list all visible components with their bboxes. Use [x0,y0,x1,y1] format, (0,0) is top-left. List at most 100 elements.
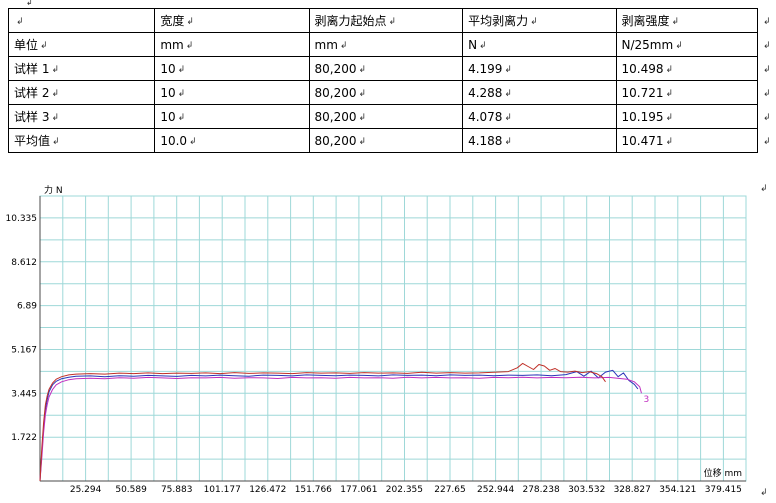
cell-text: 80,200 [314,109,357,124]
data-cell: 10.0 ↲ [154,128,310,153]
column-header: 剥离力起始点 ↲ [308,8,464,33]
y-tick-label: 3.445 [11,389,37,399]
series-end-label: 3 [644,395,650,405]
cell-text: 80,200 [314,133,357,148]
cell-text: 10.498 [621,61,664,76]
cell-text: 10.195 [621,109,664,124]
paragraph-mark-icon: ↲ [358,88,367,99]
data-cell: 4.288 ↲ [462,80,617,105]
paragraph-mark-icon: ↲ [177,64,186,75]
x-tick-label: 25.294 [70,485,102,495]
data-cell: 4.188 ↲ [462,128,617,153]
cell-text: 10.721 [621,85,664,100]
row-label: 试样 2 ↲ [7,80,156,105]
table-row: 试样 3 ↲ 10 ↲ 80,200 ↲ 4.078 ↲ 10.195 ↲ ↲ [7,104,776,129]
cell-text: 试样 3 [14,110,50,124]
row-label: 试样 3 ↲ [7,104,156,129]
table-row: 平均值 ↲ 10.0 ↲ 80,200 ↲ 4.188 ↲ 10.471 ↲ ↲ [7,128,776,153]
data-cell: 80,200 ↲ [308,128,464,153]
paragraph-mark-icon: ↲ [762,136,771,147]
paragraph-mark-icon: ↲ [760,184,768,194]
x-tick-label: 227.65 [434,485,466,495]
cell-text: 试样 1 [14,62,50,76]
data-cell: 10 ↲ [154,80,310,105]
paragraph-mark-icon: ↲ [762,88,771,99]
x-tick-label: 278.238 [522,485,559,495]
x-tick-label: 202.355 [386,485,423,495]
cell-text: 4.078 [468,109,503,124]
y-tick-label: 1.722 [11,433,37,443]
cell-text: 4.199 [468,61,503,76]
cell-text: 试样 2 [14,86,50,100]
paragraph-mark-icon: ↲ [51,65,59,75]
chart-svg: 25.294 50.589 75.883 101.177 126.472 151.766 1… [6,184,747,495]
cell-text: 10 [160,61,176,76]
paragraph-mark-icon: ↲ [665,112,674,123]
paragraph-mark-icon: ↲ [665,64,674,75]
y-tick-label: 8.612 [11,258,37,268]
paragraph-mark-icon: ↲ [504,64,512,75]
series-line-试样3 [39,376,642,482]
plot-border [39,195,747,482]
cell-text: N/25mm [621,37,674,52]
cell-text: 10 [160,109,176,124]
data-cell: 4.199 ↲ [462,56,617,81]
cell-text: N [468,37,478,52]
paragraph-mark-icon: ↲ [388,17,397,27]
cell-text: 单位 [14,38,39,52]
row-end-mark: ↲ [757,129,775,153]
data-cell: 80,200 ↲ [308,80,464,105]
paragraph-mark-icon: ↲ [762,40,771,51]
column-header: 宽度 ↲ [154,8,310,33]
x-tick-label: 252.944 [477,485,514,495]
x-tick-label: 328.827 [614,485,651,495]
paragraph-mark-icon: ↲ [504,112,512,123]
corner-cell: ↲ [7,8,156,33]
paragraph-mark-icon: ↲ [40,41,48,51]
paragraph-mark-icon: ↲ [760,488,768,498]
series-line-试样2 [39,362,606,482]
paragraph-mark-icon: ↲ [51,89,59,99]
cell-text: 剥离强度 [621,14,670,28]
paragraph-mark-icon: ↲ [339,40,348,51]
paragraph-mark-icon: ↲ [671,17,680,27]
data-cell: 80,200 ↲ [308,56,464,81]
column-header: 剥离强度 ↲ [615,8,758,33]
paragraph-mark-icon: ↲ [762,64,771,75]
cell-text: 平均剥离力 [468,14,529,28]
cell-text: 10.0 [160,133,188,148]
x-tick-label: 303.532 [568,485,605,495]
x-tick-label: 101.177 [204,485,241,495]
column-header: 平均剥离力 ↲ [462,8,617,33]
x-tick-label: 151.766 [295,485,332,495]
chart: 25.294 50.589 75.883 101.177 126.472 151.766 1… [6,184,762,500]
cell-text: 10.471 [621,133,664,148]
data-cell: 10.721 ↲ [615,80,758,105]
x-tick-label: 354.121 [659,485,696,495]
paragraph-mark-icon: ↲ [186,17,194,27]
row-end-mark: ↲ [757,57,775,81]
data-cell: 10.498 ↲ [615,56,758,81]
row-end-mark: ↲ [757,33,775,57]
paragraph-mark-icon: ↲ [504,136,512,147]
results-table: ↲ 宽度 ↲ 剥离力起始点 ↲ 平均剥离力 ↲ 剥离强度 ↲ ↲ 单位 ↲ mm ↲ mm ↲ N ↲ N/25mm… [7,8,776,153]
data-cell: N/25mm ↲ [615,32,758,57]
paragraph-mark-icon: ↲ [26,0,33,7]
table-row: 试样 1 ↲ 10 ↲ 80,200 ↲ 4.199 ↲ 10.498 ↲ ↲ [7,56,776,81]
paragraph-mark-icon: ↲ [665,88,674,99]
series-line-试样1 [39,369,639,482]
paragraph-mark-icon: ↲ [665,136,674,147]
paragraph-mark-icon: ↲ [504,88,512,99]
paragraph-mark-icon: ↲ [530,17,538,27]
cell-text: 4.188 [468,133,503,148]
y-axis-title: 力 N [44,184,63,196]
data-cell: 10.471 ↲ [615,128,758,153]
paragraph-mark-icon: ↲ [675,40,683,51]
cell-text: 80,200 [314,85,357,100]
cell-text: 平均值 [14,134,51,148]
data-cell: 10.195 ↲ [615,104,758,129]
data-cell: 10 ↲ [154,56,310,81]
paragraph-mark-icon: ↲ [189,136,197,147]
data-cell: N ↲ [462,32,617,57]
